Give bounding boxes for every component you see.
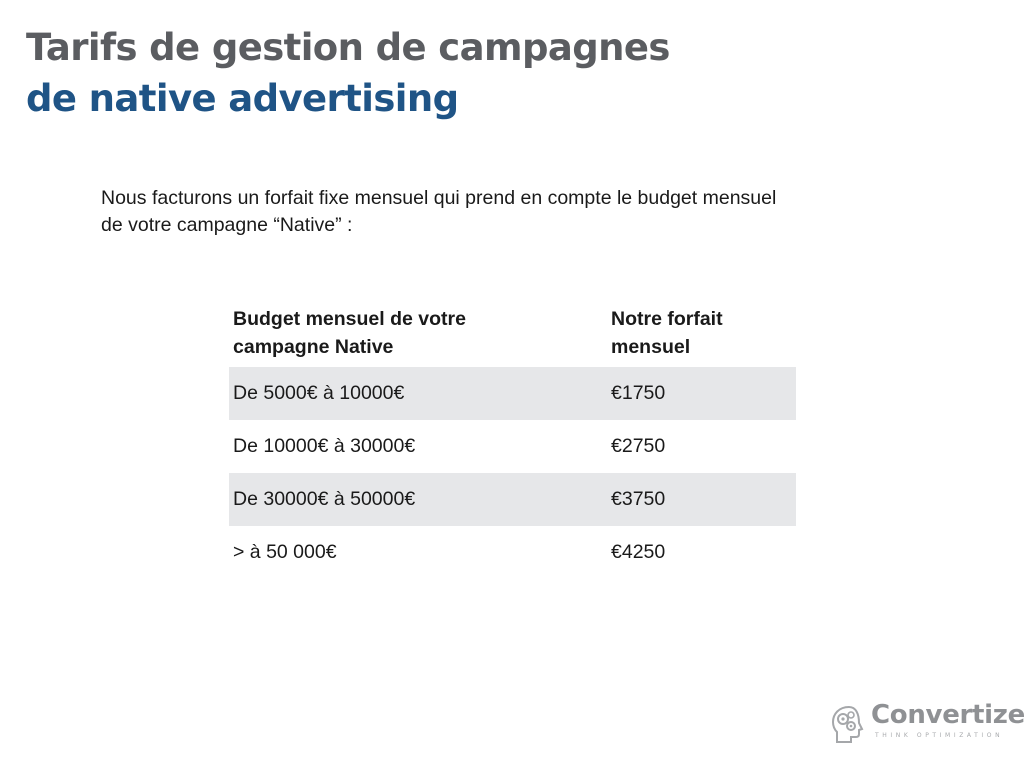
table-row: De 5000€ à 10000€ €1750 xyxy=(229,367,796,420)
header-budget-line-2: campagne Native xyxy=(233,336,394,358)
budget-cell: De 5000€ à 10000€ xyxy=(229,367,607,420)
intro-line-1: Nous facturons un forfait fixe mensuel q… xyxy=(101,187,777,209)
header-fee-line-2: mensuel xyxy=(611,336,691,358)
budget-cell: > à 50 000€ xyxy=(233,541,337,563)
slide-title: Tarifs de gestion de campagnes de native… xyxy=(26,22,670,124)
intro-text: Nous facturons un forfait fixe mensuel q… xyxy=(101,185,931,239)
header-budget: Budget mensuel de votre campagne Native xyxy=(229,303,607,367)
budget-cell: De 10000€ à 30000€ xyxy=(233,435,416,457)
table-header-row: Budget mensuel de votre campagne Native … xyxy=(229,303,796,367)
header-budget-line-1: Budget mensuel de votre xyxy=(233,308,466,330)
convertize-logo: Convertize THINK OPTIMIZATION xyxy=(829,700,1024,746)
logo-tagline: THINK OPTIMIZATION xyxy=(875,732,1004,739)
budget-cell: De 30000€ à 50000€ xyxy=(229,473,607,526)
table-row: De 10000€ à 30000€ €2750 xyxy=(229,420,796,473)
title-line-1: Tarifs de gestion de campagnes xyxy=(26,26,670,69)
header-fee: Notre forfait mensuel xyxy=(607,303,796,367)
fee-cell: €1750 xyxy=(607,367,796,420)
fee-cell: €2750 xyxy=(611,435,666,457)
table-row: > à 50 000€ €4250 xyxy=(229,526,796,579)
fee-cell: €4250 xyxy=(611,541,666,563)
pricing-table: Budget mensuel de votre campagne Native … xyxy=(229,303,796,579)
fee-cell: €3750 xyxy=(607,473,796,526)
head-gears-icon xyxy=(831,705,864,743)
logo-wordmark: Convertize xyxy=(871,700,1024,730)
title-line-2: de native advertising xyxy=(26,77,459,120)
intro-line-2: de votre campagne “Native” : xyxy=(101,214,353,236)
table-row: De 30000€ à 50000€ €3750 xyxy=(229,473,796,526)
header-fee-line-1: Notre forfait xyxy=(611,308,723,330)
